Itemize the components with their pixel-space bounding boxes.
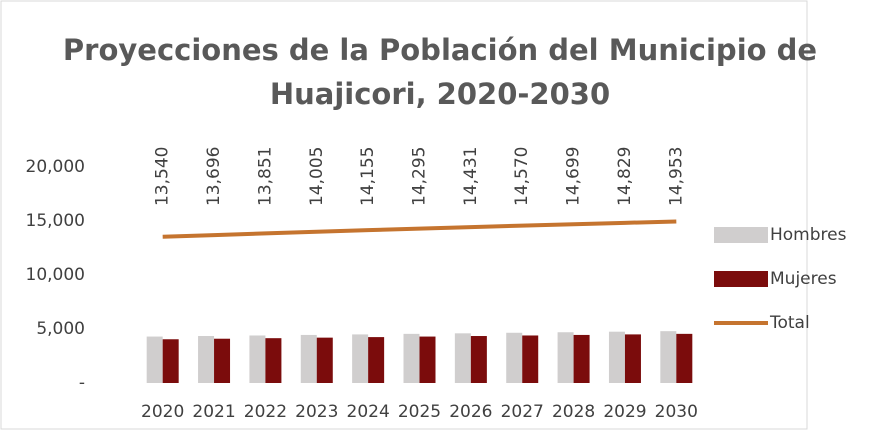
data-label: 13,540: [153, 147, 173, 206]
x-tick-label: 2021: [192, 402, 235, 422]
legend-label: Total: [769, 313, 810, 333]
y-tick-label: 15,000: [26, 211, 85, 231]
chart-border: [0, 0, 808, 430]
bar: [265, 338, 282, 383]
bar: [419, 336, 436, 383]
bar: [454, 333, 471, 383]
x-tick-label: 2020: [141, 402, 184, 422]
bar: [506, 332, 523, 383]
bar: [557, 332, 574, 383]
legend-swatch: [714, 227, 768, 243]
bar: [403, 333, 420, 383]
legend-label: Hombres: [770, 225, 847, 245]
bar: [676, 333, 693, 383]
bar: [660, 331, 677, 383]
data-label: 14,953: [666, 147, 686, 206]
data-label: 13,851: [255, 147, 275, 206]
bar: [352, 334, 369, 383]
x-tick-label: 2027: [501, 402, 544, 422]
data-label: 14,829: [615, 147, 635, 206]
data-label: 14,431: [461, 147, 481, 206]
bar: [198, 336, 215, 383]
bar: [624, 334, 641, 383]
legend-swatch: [714, 271, 768, 287]
x-tick-label: 2023: [295, 402, 338, 422]
data-label: 14,005: [307, 147, 327, 206]
x-tick-label: 2022: [244, 402, 287, 422]
bar: [522, 335, 539, 383]
y-tick-label: -: [79, 373, 85, 393]
x-tick-label: 2028: [552, 402, 595, 422]
chart-title: Proyecciones de la Población del Municip…: [62, 33, 818, 111]
data-label: 14,699: [564, 147, 584, 206]
bar: [214, 338, 231, 383]
data-label: 14,155: [358, 147, 378, 206]
bar: [162, 339, 179, 383]
data-label: 13,696: [204, 147, 224, 206]
y-tick-label: 20,000: [26, 157, 85, 177]
line: [162, 219, 677, 239]
x-tick-label: 2026: [449, 402, 492, 422]
y-tick-label: 10,000: [26, 265, 85, 285]
bar: [249, 335, 266, 383]
x-tick-label: 2029: [603, 402, 646, 422]
x-tick-label: 2024: [347, 402, 390, 422]
x-tick-label: 2030: [655, 402, 698, 422]
bar: [573, 334, 590, 383]
bar: [146, 336, 163, 383]
bar: [608, 331, 625, 383]
bar: [300, 334, 317, 383]
y-tick-label: 5,000: [36, 319, 85, 339]
bar: [368, 337, 385, 383]
data-label: 14,570: [512, 147, 532, 206]
data-label: 14,295: [410, 147, 430, 206]
bar: [470, 336, 487, 383]
legend-label: Mujeres: [770, 269, 837, 289]
x-tick-label: 2025: [398, 402, 441, 422]
bar: [316, 337, 333, 383]
